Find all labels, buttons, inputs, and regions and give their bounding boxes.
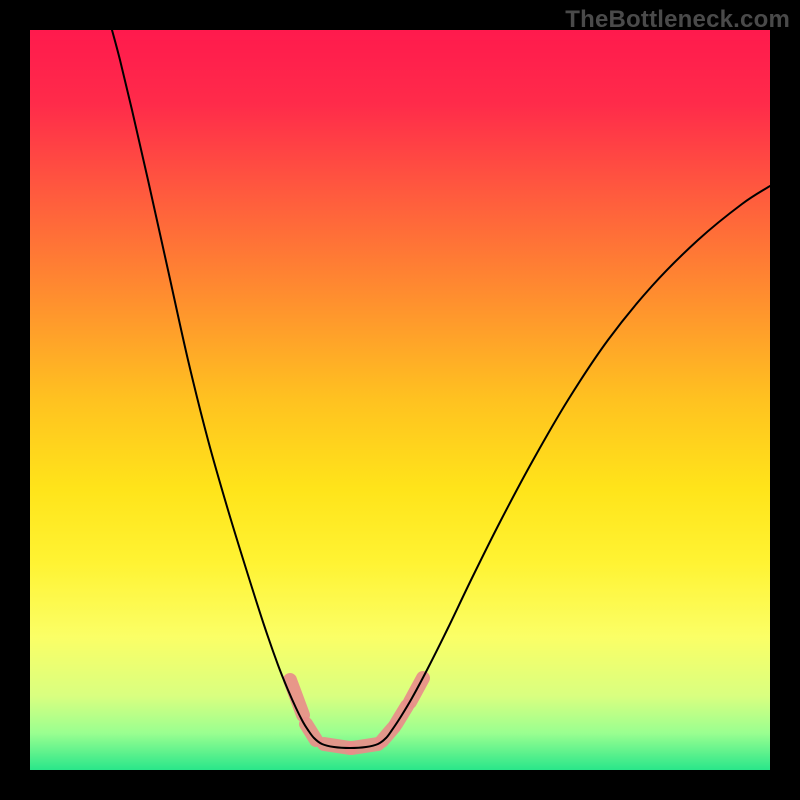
chart-curve-layer xyxy=(30,30,770,770)
watermark-text: TheBottleneck.com xyxy=(565,6,790,34)
plot-area xyxy=(30,30,770,770)
chart-frame: TheBottleneck.com xyxy=(0,0,800,800)
bottleneck-curve xyxy=(112,30,770,748)
